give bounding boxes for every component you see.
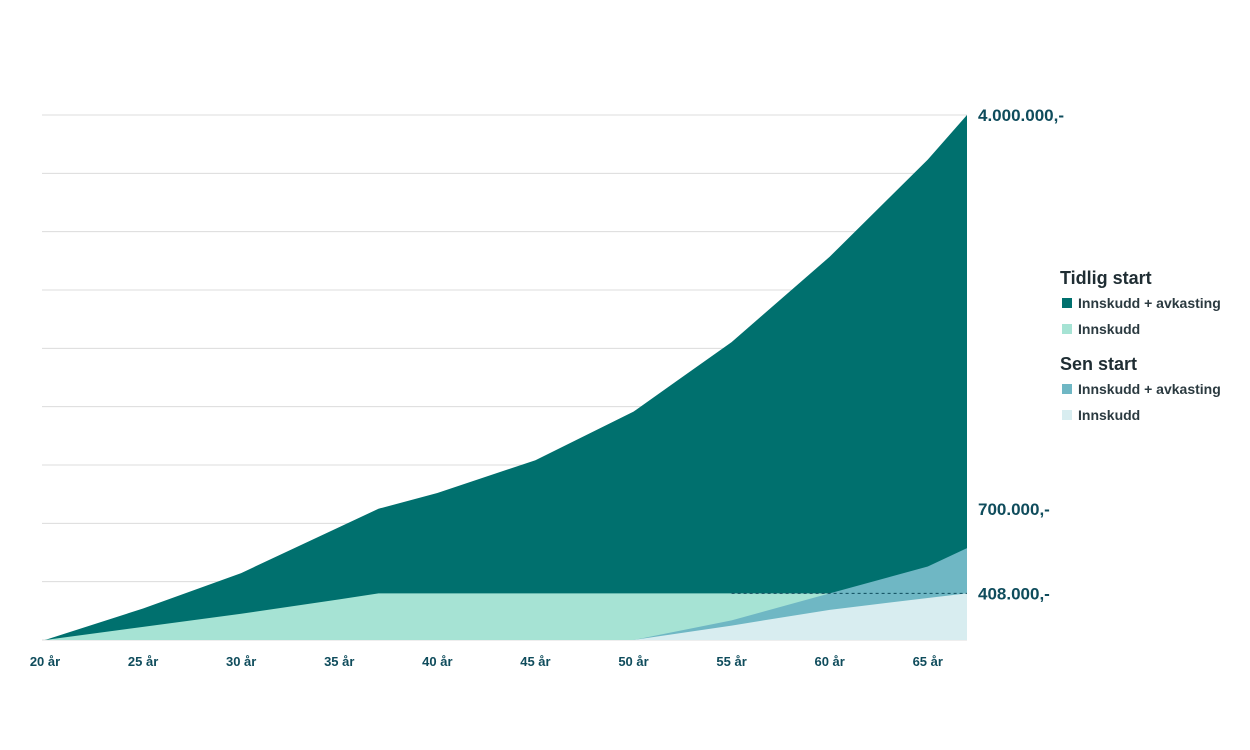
x-tick-label: 65 år: [913, 654, 943, 669]
x-tick-label: 60 år: [814, 654, 844, 669]
x-axis-ticks: 20 år 25 år 30 år 35 år 40 år 45 år 50 år 55 år…: [30, 654, 943, 669]
legend-label: Innskudd + avkasting: [1078, 381, 1221, 397]
legend-group-title: Tidlig start: [1060, 268, 1152, 288]
legend-swatch: [1062, 324, 1072, 334]
x-tick-label: 55 år: [716, 654, 746, 669]
value-annotation: 408.000,-: [978, 584, 1050, 603]
x-tick-label: 30 år: [226, 654, 256, 669]
x-tick-label: 45 år: [520, 654, 550, 669]
legend-label: Innskudd: [1078, 407, 1140, 423]
area-series-4: [633, 593, 967, 640]
legend-swatch: [1062, 298, 1072, 308]
legend-swatch: [1062, 410, 1072, 420]
legend-label: Innskudd: [1078, 321, 1140, 337]
value-annotation: 4.000.000,-: [978, 106, 1064, 125]
x-tick-label: 25 år: [128, 654, 158, 669]
areas: [45, 115, 967, 640]
x-tick-label: 40 år: [422, 654, 452, 669]
x-tick-label: 50 år: [618, 654, 648, 669]
legend-group-title: Sen start: [1060, 354, 1137, 374]
legend: Tidlig start Innskudd + avkasting Innskudd…: [1060, 268, 1221, 423]
legend-label: Innskudd + avkasting: [1078, 295, 1221, 311]
legend-swatch: [1062, 384, 1072, 394]
x-tick-label: 20 år: [30, 654, 60, 669]
value-annotations: 4.000.000,- 700.000,- 408.000,-: [978, 106, 1064, 603]
x-tick-label: 35 år: [324, 654, 354, 669]
area-series-1: [45, 115, 967, 640]
value-annotation: 700.000,-: [978, 500, 1050, 519]
